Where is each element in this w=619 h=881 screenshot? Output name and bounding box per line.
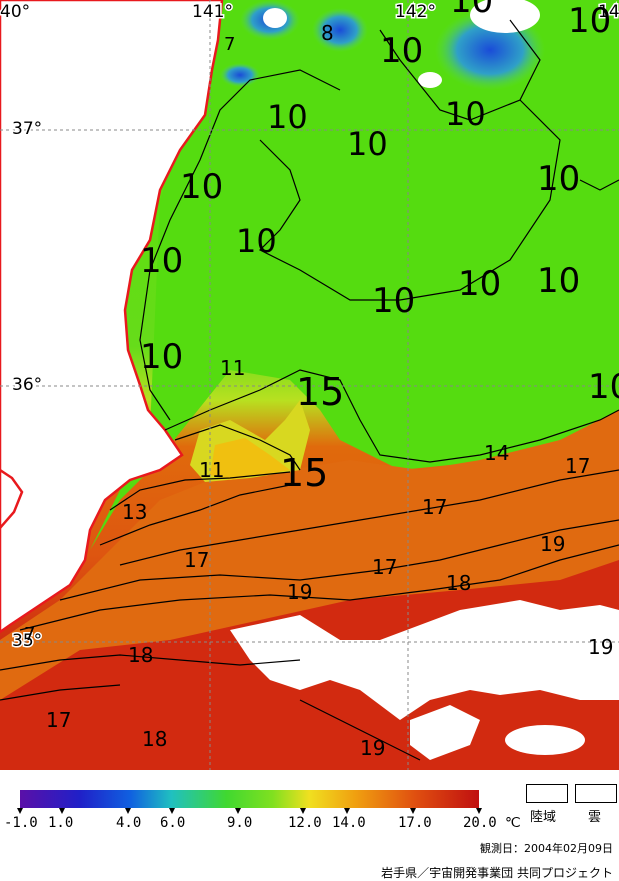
isotherm-label: 10	[236, 222, 277, 260]
legend-tick: 12.0	[288, 815, 322, 831]
isotherm-label: 10	[445, 95, 486, 133]
isotherm-lines	[0, 19, 619, 761]
graticule-lines	[0, 0, 619, 770]
isotherm-label: 10	[588, 367, 619, 407]
cloud-cover	[230, 0, 619, 760]
isotherm-label: 10	[180, 167, 223, 207]
cold-water-region	[90, 0, 619, 550]
isotherm-label: 10	[372, 281, 415, 321]
isotherm-label: 8	[321, 21, 334, 45]
isotherm-label: 17	[372, 555, 397, 579]
lat-label: 36°	[12, 375, 42, 395]
lon-label: 14	[598, 2, 619, 22]
isotherm-label: 17	[565, 454, 590, 478]
cold-eddy-north	[312, 8, 368, 52]
isotherm-label: 10	[450, 0, 493, 21]
isotherm-label: 18	[128, 643, 153, 667]
isotherm-label: 19	[540, 532, 565, 556]
isotherm-label: 18	[446, 571, 471, 595]
isotherm-label: 10	[140, 337, 183, 377]
observation-date: 観測日：2004年02月09日	[480, 842, 613, 855]
isotherm-label: 13	[122, 500, 147, 524]
legend-unit: ℃	[505, 815, 521, 831]
legend-tick: 14.0	[332, 815, 366, 831]
isotherm-label: 7	[224, 34, 235, 55]
isotherm-label: 14	[484, 441, 509, 465]
isotherm-label: 19	[588, 635, 613, 659]
legend-tick: -1.0	[4, 815, 38, 831]
isotherm-label: 10	[380, 31, 423, 71]
cloud-swatch	[575, 784, 617, 803]
credit-text: 岩手県／宇宙開発事業団 共同プロジェクト	[381, 866, 613, 880]
isotherm-label: 17	[422, 495, 447, 519]
sea-temperature-map: 40° 141° 142° 14 37° 36° 35° 10 10 10 10…	[0, 0, 619, 770]
land-label: 陸域	[530, 810, 557, 825]
legend-tick: 17.0	[398, 815, 432, 831]
isotherm-label: 15	[296, 370, 344, 414]
lat-label: 35°	[12, 631, 42, 651]
isotherm-label: 10	[568, 1, 611, 41]
land-swatch	[526, 784, 568, 803]
lat-label: 37°	[12, 119, 42, 139]
lon-label: 141°	[192, 2, 233, 22]
legend-tick: 6.0	[160, 815, 186, 831]
isotherm-label: 17	[184, 548, 209, 572]
isotherm-label: 19	[360, 736, 385, 760]
legend-tick: 1.0	[48, 815, 74, 831]
legend-tick: 20.0	[463, 815, 497, 831]
legend-tick: 4.0	[116, 815, 142, 831]
color-scale-bar	[17, 790, 482, 814]
isotherm-label: 18	[142, 727, 167, 751]
isotherm-label: 15	[280, 451, 328, 495]
color-legend: -1.0 1.0 4.0 6.0 9.0 12.0 14.0 17.0 20.0…	[0, 770, 619, 881]
legend-tick: 9.0	[227, 815, 253, 831]
isotherm-label: 7	[24, 624, 35, 645]
land-honshu	[0, 0, 224, 634]
isotherm-labels: 10 10 10 10 10 10 10 10 10 10 10 10 10 1…	[24, 0, 619, 760]
isotherm-label: 17	[46, 708, 71, 732]
isotherm-label: 19	[287, 580, 312, 604]
isotherm-label: 11	[220, 356, 245, 380]
lon-label: 40°	[0, 2, 30, 22]
lon-label: 142°	[395, 2, 436, 22]
isotherm-label: 10	[537, 159, 580, 199]
isotherm-label: 10	[458, 264, 501, 304]
land-boso	[0, 468, 24, 530]
isotherm-label: 10	[267, 98, 308, 136]
cloud-label: 雲	[588, 810, 602, 825]
isotherm-label: 10	[537, 261, 580, 301]
isotherm-label: 11	[199, 458, 224, 482]
isotherm-label: 10	[140, 241, 183, 281]
isotherm-label: 10	[347, 125, 388, 163]
